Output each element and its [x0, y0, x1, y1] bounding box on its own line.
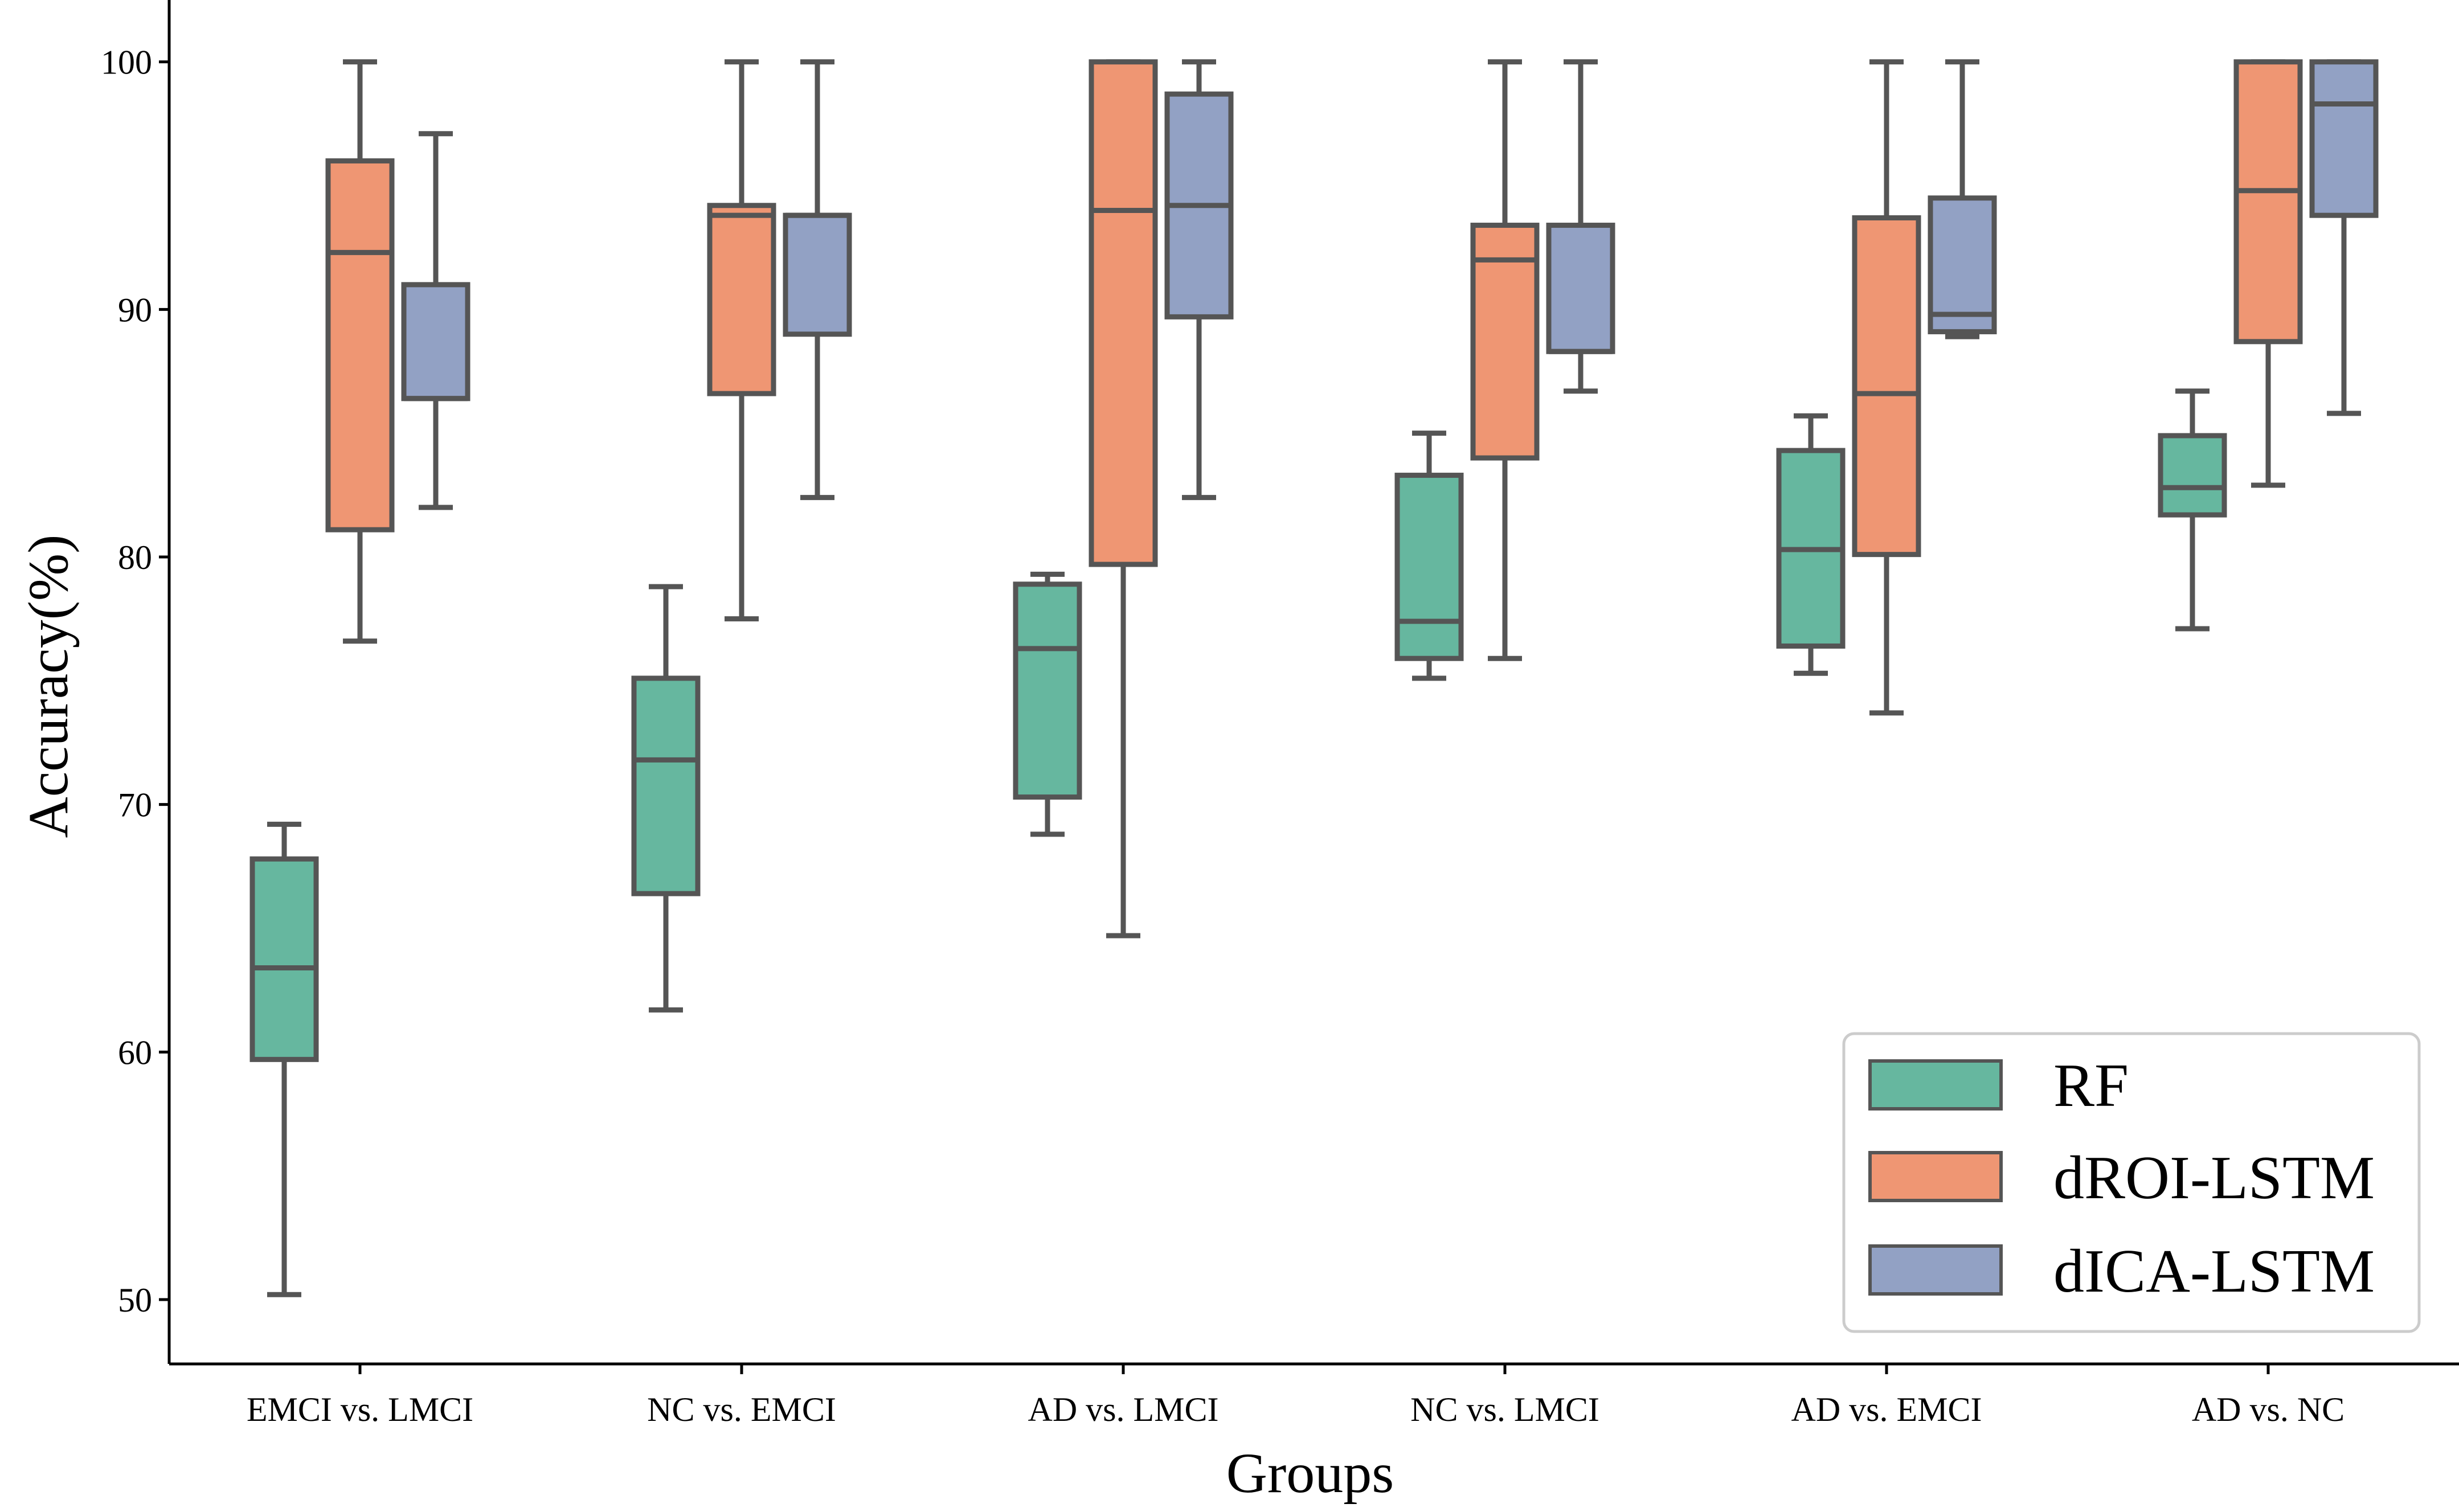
- box-droi-lstm-2: [1089, 59, 1158, 939]
- box-iqr: [249, 856, 319, 1062]
- y-tick-label: 100: [101, 44, 152, 81]
- box-droi-lstm-3: [1470, 59, 1540, 661]
- x-tick-label: AD vs. EMCI: [1791, 1391, 1982, 1428]
- box-rf-4: [1776, 413, 1846, 676]
- box-rf-0: [249, 821, 319, 1297]
- box-iqr: [1394, 473, 1464, 661]
- box-iqr: [401, 282, 470, 401]
- box-droi-lstm-5: [2233, 59, 2303, 488]
- box-iqr: [1928, 195, 1997, 334]
- box-iqr: [2309, 59, 2379, 218]
- y-tick-label: 80: [118, 539, 152, 576]
- box-iqr: [1089, 59, 1158, 567]
- box-iqr: [783, 212, 852, 337]
- box-iqr: [1852, 215, 1921, 558]
- box-rf-3: [1394, 431, 1464, 681]
- legend-label-rf: RF: [2053, 1052, 2129, 1120]
- legend-swatch-droi-lstm: [1868, 1151, 2003, 1202]
- box-dica-lstm-3: [1546, 59, 1615, 394]
- legend: RF dROI-LSTM dICA-LSTM: [1842, 1032, 2421, 1333]
- y-tick-label: 70: [118, 786, 152, 824]
- axes: [167, 0, 2459, 1366]
- box-droi-lstm-1: [707, 59, 776, 622]
- box-iqr: [631, 675, 701, 896]
- box-rf-1: [631, 584, 701, 1013]
- legend-swatch-dica-lstm: [1868, 1244, 2003, 1296]
- x-tick-label: AD vs. LMCI: [1028, 1391, 1218, 1428]
- box-dica-lstm-0: [401, 131, 470, 510]
- box-iqr: [2158, 433, 2227, 518]
- box-rf-2: [1013, 571, 1082, 837]
- box-iqr: [707, 203, 776, 396]
- x-tick-label: AD vs. NC: [2192, 1391, 2345, 1428]
- box-dica-lstm-1: [783, 59, 852, 501]
- box-iqr: [2233, 59, 2303, 345]
- boxes: [249, 59, 2379, 1297]
- box-iqr: [325, 158, 395, 532]
- x-tick-label: EMCI vs. LMCI: [247, 1391, 473, 1428]
- box-droi-lstm-4: [1852, 59, 1921, 716]
- x-tick-label: NC vs. LMCI: [1410, 1391, 1599, 1428]
- legend-label-dica-lstm: dICA-LSTM: [2053, 1238, 2375, 1305]
- y-axis-title: Accuracy(%): [17, 535, 80, 838]
- x-axis-title: Groups: [1226, 1441, 1394, 1505]
- legend-label-droi-lstm: dROI-LSTM: [2053, 1144, 2375, 1212]
- x-ticks: EMCI vs. LMCI NC vs. EMCI AD vs. LMCI NC vs…: [247, 1364, 2345, 1428]
- legend-swatch-rf: [1868, 1059, 2003, 1111]
- box-dica-lstm-5: [2309, 59, 2379, 416]
- y-tick-label: 90: [118, 291, 152, 329]
- box-dica-lstm-2: [1164, 59, 1234, 501]
- y-tick-label: 60: [118, 1034, 152, 1071]
- y-ticks: 50 60 70 80 90 100: [101, 44, 169, 1319]
- box-iqr: [1546, 223, 1615, 354]
- x-tick-label: NC vs. EMCI: [647, 1391, 836, 1428]
- box-iqr: [1013, 581, 1082, 800]
- box-droi-lstm-0: [325, 59, 395, 644]
- y-tick-label: 50: [118, 1281, 152, 1319]
- box-iqr: [1470, 223, 1540, 461]
- box-dica-lstm-4: [1928, 59, 1997, 339]
- box-rf-5: [2158, 388, 2227, 632]
